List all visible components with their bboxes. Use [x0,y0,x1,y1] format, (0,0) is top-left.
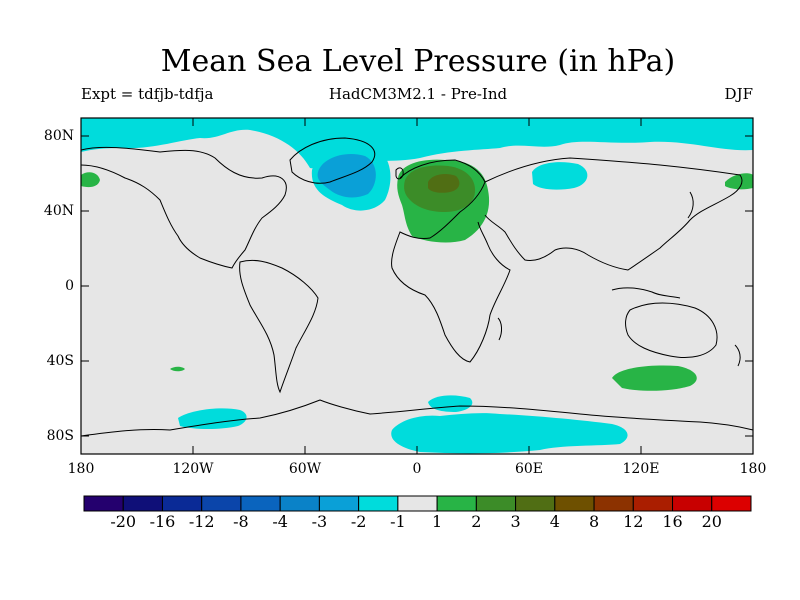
colorbar-swatch [201,495,242,512]
colorbar-label: -3 [311,512,328,531]
colorbar-label: -8 [233,512,249,531]
colorbar-label: -12 [188,512,215,531]
europe-strong-region [428,174,460,193]
colorbar-label: -4 [272,512,288,531]
pacific-east-positive-region [725,173,753,190]
colorbar-label: 20 [701,512,722,531]
colorbar-label: 8 [588,512,600,531]
ytick-label-0: 0 [65,278,74,294]
colorbar-swatch [436,495,477,512]
colorbar-swatch [318,495,360,512]
colorbar-swatch [358,495,399,512]
xtick-label-60e: 60E [514,461,544,477]
season-label: DJF [724,85,753,103]
japan-coast [687,191,694,219]
ytick-label-40s: 40S [46,353,74,369]
new-zealand-coast [734,344,741,367]
colorbar-swatch [475,495,517,512]
colorbar-swatch [83,495,124,512]
antarctica-coast [81,399,753,437]
antarctic-atlantic-negative [391,413,628,454]
siberia-negative-region [532,162,588,190]
madagascar-coast [497,317,502,341]
colorbar-swatch [515,495,556,512]
colorbar-swatch [593,495,634,512]
colorbar-label: 1 [432,512,443,531]
arctic-negative-region [81,118,753,169]
australia-coast [625,302,718,359]
coastlines [81,137,753,437]
colorbar-label: -1 [390,512,406,531]
colorbar-swatch [279,495,320,512]
colorbar-swatch [161,495,203,512]
model-label: HadCM3M2.1 - Pre-Ind [328,85,508,103]
colorbar-label: -20 [110,512,137,531]
colorbar-swatch [711,495,752,512]
colorbar-label: 2 [471,512,482,531]
indonesia-coast [611,287,681,299]
colorbar-swatch [397,495,438,512]
colorbar-label: -2 [350,512,367,531]
north-america-coast [81,146,287,269]
colorbar [83,495,752,512]
xtick-label-0: 0 [412,461,422,477]
xtick-label-60w: 60W [288,461,322,477]
south-pacific-small-positive [170,366,185,372]
greenland-coast [289,137,376,184]
ytick-label-80s: 80S [46,428,74,444]
colorbar-swatch [554,495,595,512]
colorbar-label: 3 [510,512,521,531]
south-america-coast [239,259,319,394]
europe-africa-coast [391,159,511,363]
ytick-label-80n: 80N [43,128,74,144]
southern-indian-positive-region [612,365,697,391]
experiment-label: Expt = tdfjb-tdfja [81,85,214,103]
uk-coast [395,167,404,180]
xtick-label-120e: 120E [622,461,660,477]
colorbar-label: 4 [549,512,560,531]
colorbar-swatch [240,495,281,512]
colorbar-swatch [672,495,713,512]
chart-title: Mean Sea Level Pressure (in hPa) [160,44,676,79]
colorbar-swatch [632,495,674,512]
colorbar-label: 16 [662,512,683,531]
pacific-west-positive-region [81,172,100,188]
xtick-label-180e: 180 [739,461,767,477]
colorbar-swatch [122,495,163,512]
colorbar-label: 12 [623,512,644,531]
xtick-label-120w: 120W [172,461,214,477]
axis-ticks [81,118,753,454]
colorbar-label: -16 [149,512,176,531]
ytick-label-40n: 40N [43,203,74,219]
antarctic-pacific-negative [178,408,247,429]
xtick-label-180w: 180 [67,461,95,477]
asia-coast [484,157,743,271]
